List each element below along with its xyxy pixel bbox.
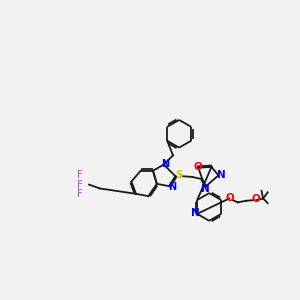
Text: F: F (77, 170, 83, 180)
Text: N: N (190, 208, 199, 218)
Text: N: N (217, 170, 226, 180)
Text: N: N (161, 159, 170, 169)
Text: O: O (251, 194, 260, 204)
Text: S: S (176, 170, 183, 180)
Text: O: O (226, 193, 234, 203)
Text: N: N (201, 184, 210, 194)
Text: O: O (193, 162, 202, 172)
Text: F: F (77, 180, 83, 190)
Text: F: F (77, 189, 83, 199)
Text: N: N (168, 182, 176, 192)
